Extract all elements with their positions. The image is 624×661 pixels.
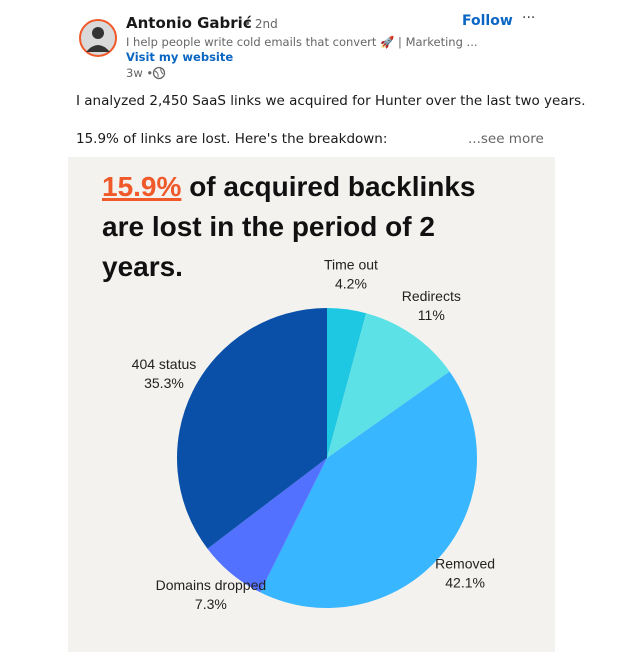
pie-slice xyxy=(327,308,367,458)
avatar[interactable] xyxy=(78,18,118,58)
website-link[interactable]: Visit my website xyxy=(126,50,234,64)
see-more[interactable]: ...see more xyxy=(468,131,544,147)
slice-label: 404 status xyxy=(132,356,197,372)
pie-slice xyxy=(260,371,478,608)
follow-button[interactable]: Follow xyxy=(462,13,513,29)
title-text: of acquired backlinks are lost in the pe… xyxy=(102,171,476,282)
chart-title: 15.9% of acquired backlinks are lost in … xyxy=(102,167,522,287)
headline: I help people write cold emails that con… xyxy=(126,35,478,49)
chart-image[interactable]: 15.9% of acquired backlinks are lost in … xyxy=(68,157,555,652)
slice-label: Domains dropped xyxy=(156,577,267,593)
degree: • 2nd xyxy=(244,17,278,31)
slice-value: 7.3% xyxy=(195,596,227,612)
pie-chart: Time out 4.2% Redirects 11% Removed 42.1% Doma… xyxy=(132,257,495,613)
post-text: 15.9% of links are lost. Here's the brea… xyxy=(76,131,388,147)
slice-label: Time out xyxy=(324,257,378,273)
slice-label: Removed xyxy=(435,556,495,572)
slice-value: 4.2% xyxy=(335,276,367,292)
slice-label: Redirects xyxy=(402,288,461,304)
title-highlight: 15.9% xyxy=(102,171,182,202)
slice-value: 35.3% xyxy=(144,375,184,391)
globe-icon xyxy=(152,66,166,80)
pie-slice xyxy=(176,308,327,549)
pie-slice xyxy=(327,313,450,458)
author[interactable]: Antonio Gabrić xyxy=(126,14,252,32)
slice-value: 11% xyxy=(418,307,445,323)
slice-value: 42.1% xyxy=(445,575,485,591)
post-text: I analyzed 2,450 SaaS links we acquired … xyxy=(76,93,586,109)
pie-slice xyxy=(207,458,327,593)
time: 3w • xyxy=(126,66,154,80)
menu-button[interactable]: ··· xyxy=(522,10,536,26)
